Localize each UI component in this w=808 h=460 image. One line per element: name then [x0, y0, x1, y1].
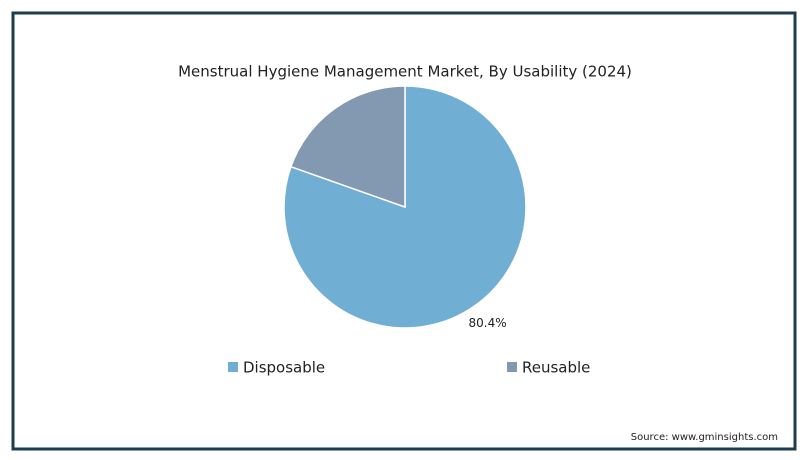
data-label: 80.4% [469, 316, 507, 330]
source: Source: www.gminsights.com [631, 432, 778, 443]
legend-label: Disposable [243, 359, 325, 377]
chart-title: Menstrual Hygiene Management Market, By … [178, 63, 632, 81]
legend-label: Reusable [522, 359, 590, 377]
legend-marker [228, 362, 238, 372]
legend-marker [507, 362, 517, 372]
pie-slice [289, 85, 406, 209]
